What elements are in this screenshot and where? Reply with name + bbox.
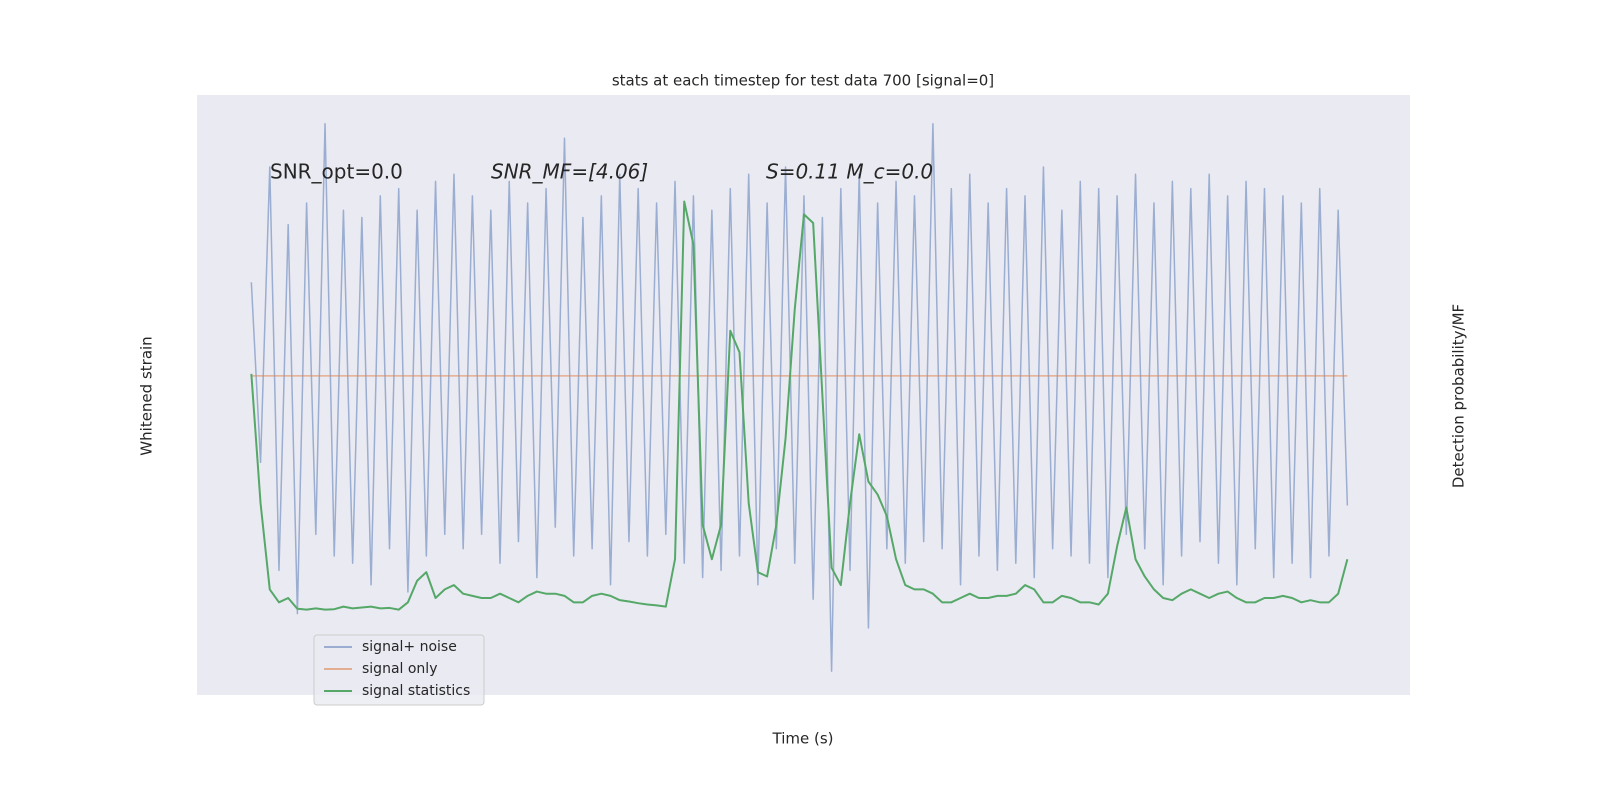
x-axis-label: Time (s) bbox=[772, 730, 834, 748]
legend-box bbox=[313, 634, 485, 706]
annotation: SNR_MF=[4.06] bbox=[491, 160, 648, 184]
chart-title: stats at each timestep for test data 700… bbox=[612, 72, 994, 90]
plot-area bbox=[197, 95, 1410, 695]
labels: SNR_opt=0.0 SNR_MF=[4.06] S=0.11 M_c=0.0si… bbox=[270, 160, 933, 706]
marks bbox=[250, 123, 1349, 672]
annotation: S=0.11 M_c=0.0 bbox=[766, 160, 933, 184]
y-axis-label: Whitened strain bbox=[138, 336, 156, 455]
legend-label: signal+ noise bbox=[362, 639, 457, 655]
series-line bbox=[250, 123, 1349, 672]
legend-label: signal statistics bbox=[362, 683, 470, 699]
series-line bbox=[250, 200, 1349, 611]
annotation: SNR_opt=0.0 bbox=[270, 160, 403, 184]
legend-label: signal only bbox=[362, 661, 437, 677]
y2-axis-label: Detection probability/MF bbox=[1450, 304, 1468, 488]
